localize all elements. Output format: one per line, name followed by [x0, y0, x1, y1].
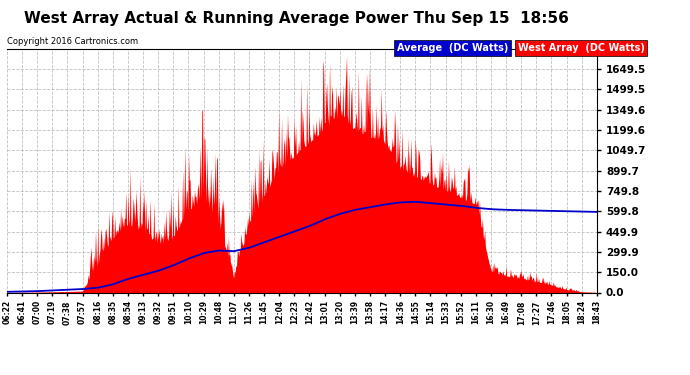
Text: West Array  (DC Watts): West Array (DC Watts) [518, 43, 644, 53]
Text: Copyright 2016 Cartronics.com: Copyright 2016 Cartronics.com [7, 38, 138, 46]
Text: West Array Actual & Running Average Power Thu Sep 15  18:56: West Array Actual & Running Average Powe… [24, 11, 569, 26]
Text: Average  (DC Watts): Average (DC Watts) [397, 43, 508, 53]
